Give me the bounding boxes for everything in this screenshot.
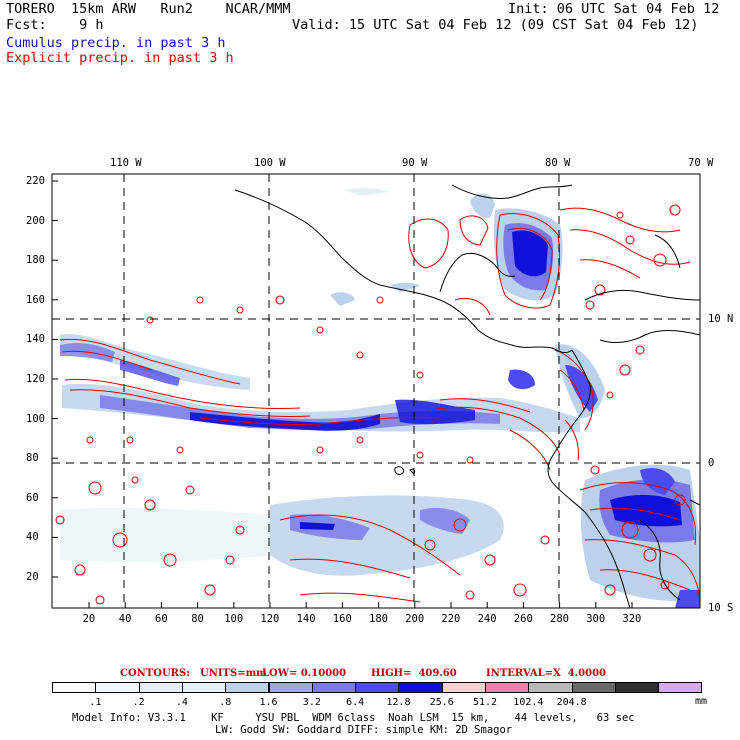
colorbar-swatch (571, 682, 616, 693)
left-grid-label: 200 (26, 214, 45, 227)
bottom-grid-label: 20 (82, 613, 96, 625)
left-grid-label: 40 (26, 531, 39, 544)
colorbar-swatch (355, 682, 400, 693)
colorbar-swatch (485, 682, 530, 693)
map-frame (51, 173, 701, 609)
bottom-grid-label: 80 (191, 613, 204, 625)
left-grid-label: 20 (26, 571, 39, 583)
colorbar-swatch (95, 682, 140, 693)
bottom-grid-label: 140 (296, 613, 316, 625)
colorbar-swatch (268, 682, 313, 693)
left-grid-label: 140 (26, 333, 45, 346)
colorbar-swatch (441, 682, 486, 693)
colorbar-swatch (52, 682, 97, 693)
colorbar-label: .1 (89, 697, 102, 708)
axis-ticks (52, 180, 633, 608)
bottom-grid-label: 200 (405, 613, 425, 625)
explicit-precip-contours (55, 204, 700, 605)
left-grid-label: 220 (26, 175, 45, 187)
colorbar-label: 6.4 (346, 697, 365, 708)
colorbar-label: .4 (175, 697, 188, 708)
colorbar-swatch (614, 682, 660, 693)
contours-high: HIGH= 409.60 (371, 668, 457, 679)
lat-label-0: 0 (708, 457, 715, 469)
lon-label-100w: 100 W (254, 157, 286, 169)
colorbar-label: 102.4 (513, 697, 544, 708)
bottom-grid-label: 100 (224, 613, 244, 625)
colorbar-swatch (311, 682, 357, 693)
bottom-grid-label: 240 (477, 613, 497, 625)
model-info-line2: LW: Godd SW: Goddard DIFF: simple KM: 2D… (215, 724, 513, 736)
model-info-line1: Model Info: V3.3.1 KF YSU PBL WDM 6class… (72, 712, 635, 724)
bottom-grid-label: 260 (513, 613, 533, 625)
left-grid-label: 160 (26, 293, 45, 306)
coastlines (234, 184, 700, 608)
lon-label-90w: 90 W (402, 157, 428, 169)
bottom-grid-label: 320 (622, 613, 642, 625)
contours-low: LOW= 0.10000 (262, 668, 347, 679)
contours-units: UNITS=mm (200, 668, 267, 679)
lat-label-10n: 10 N (708, 313, 734, 325)
lat-lon-grid (52, 174, 700, 608)
cumulus-precip-layer (60, 187, 700, 608)
colorbar-swatch (181, 682, 227, 693)
colorbar-swatch (398, 682, 443, 693)
colorbar-swatch (225, 682, 270, 693)
colorbar-label: 12.8 (386, 697, 411, 708)
init-time: Init: 06 UTC Sat 04 Feb 12 (508, 1, 720, 17)
contours-label: CONTOURS: (120, 668, 190, 679)
colorbar-swatch (528, 682, 573, 693)
colorbar-label: 1.6 (259, 697, 278, 708)
lat-label-10s: 10 S (708, 602, 734, 614)
colorbar-unit: mm (695, 696, 708, 707)
left-grid-label: 60 (26, 491, 39, 504)
bottom-grid-label: 180 (369, 613, 388, 625)
colorbar-swatch (138, 682, 183, 693)
contours-interval: INTERVAL=X 4.0000 (486, 668, 606, 679)
bottom-grid-label: 300 (586, 613, 606, 625)
colorbar-label: 25.6 (429, 697, 454, 708)
left-grid-label: 100 (26, 412, 45, 425)
bottom-grid-label: 40 (118, 613, 132, 625)
colorbar-label: 51.2 (473, 697, 498, 708)
left-grid-label: 80 (26, 452, 39, 465)
lon-label-70w: 70 W (688, 157, 714, 169)
model-title: TORERO 15km ARW Run2 NCAR/MMM (6, 1, 291, 17)
legend-cumulus: Cumulus precip. in past 3 h (6, 35, 226, 51)
lon-label-110w: 110 W (110, 157, 142, 169)
colorbar-swatch (658, 682, 703, 693)
colorbar-label: 3.2 (302, 697, 321, 708)
bottom-grid-label: 60 (155, 613, 168, 625)
bottom-grid-label: 160 (332, 613, 352, 625)
forecast-hour: Fcst: 9 h (6, 17, 104, 33)
left-grid-label: 180 (26, 254, 45, 267)
colorbar-label: .8 (219, 697, 232, 708)
bottom-grid-label: 280 (550, 613, 569, 625)
legend-explicit: Explicit precip. in past 3 h (6, 50, 234, 66)
valid-time: Valid: 15 UTC Sat 04 Feb 12 (09 CST Sat … (292, 17, 699, 33)
left-grid-label: 120 (26, 373, 45, 385)
bottom-grid-label: 120 (260, 613, 280, 625)
colorbar-label: .2 (132, 697, 145, 708)
lon-label-80w: 80 W (545, 157, 571, 169)
colorbar-label: 204.8 (556, 697, 587, 708)
bottom-grid-label: 220 (441, 613, 461, 625)
